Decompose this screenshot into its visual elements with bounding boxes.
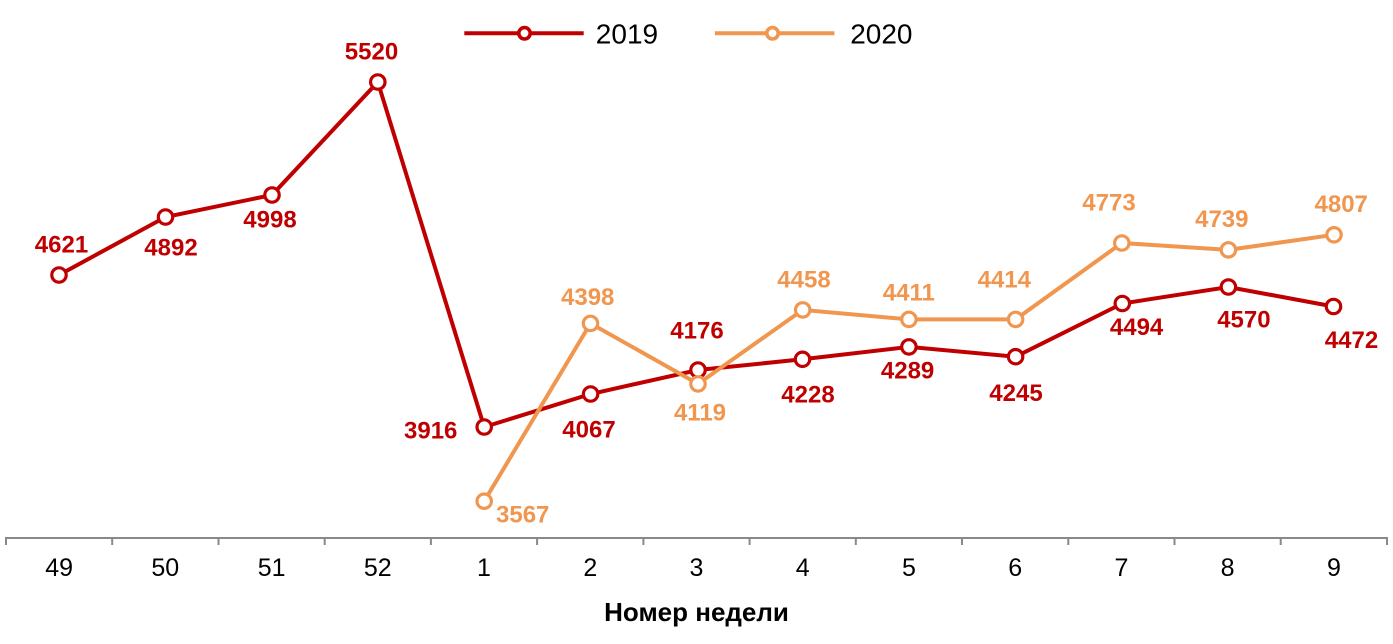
svg-text:1: 1 bbox=[477, 554, 491, 582]
svg-text:4245: 4245 bbox=[989, 380, 1042, 407]
svg-text:5520: 5520 bbox=[345, 39, 398, 66]
svg-text:4119: 4119 bbox=[674, 400, 726, 427]
svg-text:4739: 4739 bbox=[1195, 206, 1248, 233]
svg-text:50: 50 bbox=[151, 554, 179, 582]
svg-text:4228: 4228 bbox=[781, 382, 834, 409]
svg-text:8: 8 bbox=[1221, 554, 1235, 582]
svg-text:4621: 4621 bbox=[35, 232, 88, 259]
svg-text:49: 49 bbox=[45, 554, 73, 582]
svg-text:9: 9 bbox=[1327, 554, 1341, 582]
svg-text:4414: 4414 bbox=[978, 266, 1032, 293]
svg-text:4458: 4458 bbox=[777, 266, 830, 293]
svg-text:52: 52 bbox=[364, 554, 392, 582]
svg-text:4176: 4176 bbox=[670, 318, 723, 345]
svg-text:6: 6 bbox=[1008, 554, 1022, 582]
svg-text:4773: 4773 bbox=[1082, 190, 1135, 217]
svg-text:4289: 4289 bbox=[881, 358, 934, 385]
svg-text:4570: 4570 bbox=[1217, 307, 1270, 334]
svg-text:2019: 2019 bbox=[596, 19, 658, 50]
svg-text:51: 51 bbox=[258, 554, 286, 582]
svg-text:2020: 2020 bbox=[850, 19, 912, 50]
svg-text:4: 4 bbox=[796, 554, 810, 582]
svg-text:4494: 4494 bbox=[1110, 314, 1164, 341]
svg-text:5: 5 bbox=[902, 554, 916, 582]
svg-text:3567: 3567 bbox=[496, 502, 549, 529]
svg-text:4998: 4998 bbox=[243, 206, 296, 233]
svg-text:7: 7 bbox=[1114, 554, 1128, 582]
svg-text:4807: 4807 bbox=[1315, 191, 1368, 218]
svg-text:3916: 3916 bbox=[404, 417, 457, 444]
svg-text:2: 2 bbox=[583, 554, 597, 582]
svg-text:4892: 4892 bbox=[144, 234, 197, 261]
svg-text:Номер недели: Номер недели bbox=[604, 597, 789, 627]
svg-text:4411: 4411 bbox=[883, 280, 935, 307]
svg-text:4067: 4067 bbox=[562, 417, 615, 444]
svg-text:3: 3 bbox=[690, 554, 704, 582]
svg-text:4472: 4472 bbox=[1325, 327, 1378, 354]
svg-text:4398: 4398 bbox=[561, 284, 614, 311]
